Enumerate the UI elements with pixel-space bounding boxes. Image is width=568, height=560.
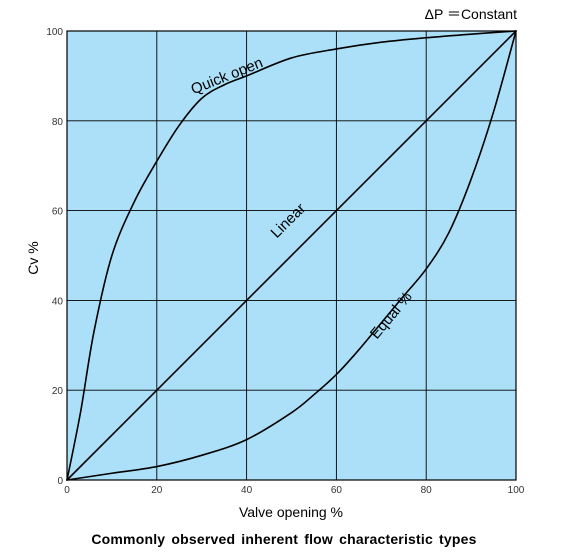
y-tick-label: 100	[46, 27, 63, 38]
pressure-condition-note: ΔP ＝Constant	[425, 6, 517, 22]
x-tick-label: 80	[421, 485, 433, 496]
y-axis-label: Cv %	[25, 241, 41, 274]
y-tick-label: 60	[52, 207, 64, 218]
x-tick-label: 100	[508, 485, 525, 496]
y-axis-ticks: 0 20 40 60 80 100	[46, 27, 63, 487]
series-line-linear	[66, 30, 517, 481]
x-tick-label: 0	[64, 485, 70, 496]
x-axis-label: Valve opening %	[239, 504, 343, 520]
grid	[66, 30, 517, 481]
y-tick-label: 40	[52, 296, 64, 307]
y-tick-label: 20	[52, 386, 64, 397]
x-tick-label: 40	[241, 485, 253, 496]
y-tick-label: 80	[52, 117, 64, 128]
series-line-equal	[66, 30, 517, 481]
figure-caption: Commonly observed inherent flow characte…	[91, 531, 477, 547]
x-axis-ticks: 0 20 40 60 80 100	[64, 485, 525, 496]
curves	[66, 30, 517, 481]
series-line-quick-open	[66, 30, 517, 481]
y-tick-label: 0	[57, 476, 63, 487]
x-tick-label: 20	[151, 485, 163, 496]
x-tick-label: 60	[331, 485, 343, 496]
